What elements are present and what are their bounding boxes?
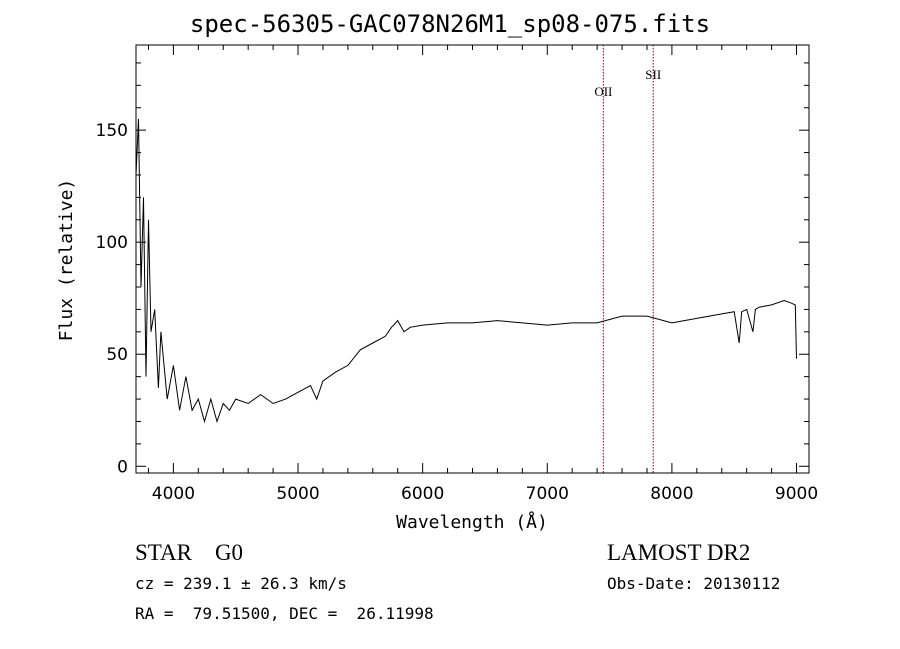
plot-frame xyxy=(135,44,810,474)
x-tick-label: 8000 xyxy=(650,484,693,504)
survey-name: LAMOST DR2 xyxy=(607,540,751,565)
x-tick-label: 4000 xyxy=(152,484,195,504)
y-tick-label: 50 xyxy=(106,345,128,365)
y-axis-label: Flux (relative) xyxy=(56,179,77,342)
emission-line-label: SII xyxy=(645,67,661,82)
x-tick-label: 6000 xyxy=(401,484,444,504)
spectral-class: STAR G0 xyxy=(135,540,244,565)
spectrum-series xyxy=(135,118,797,424)
x-axis-ticks: 4000 5000 6000 7000 8000 9000 xyxy=(147,45,818,504)
sky-coordinates: RA = 79.51500, DEC = 26.11998 xyxy=(135,604,434,623)
x-tick-label: 7000 xyxy=(526,484,569,504)
x-axis-label: Wavelength (Å) xyxy=(396,511,548,533)
x-tick-label: 5000 xyxy=(276,484,319,504)
y-tick-label: 150 xyxy=(96,121,128,141)
emission-line-label: OII xyxy=(594,84,612,99)
y-tick-label: 0 xyxy=(117,457,128,477)
x-tick-label: 9000 xyxy=(775,484,818,504)
chart-title: spec-56305-GAC078N26M1_sp08-075.fits xyxy=(189,10,711,38)
y-axis-ticks: 0 50 100 150 xyxy=(96,62,809,477)
redshift-velocity: cz = 239.1 ± 26.3 km/s xyxy=(135,574,347,593)
observation-date: Obs-Date: 20130112 xyxy=(607,574,781,593)
emission-line-markers: OII SII xyxy=(594,45,661,473)
spectrum-line xyxy=(135,118,797,424)
y-tick-label: 100 xyxy=(96,233,128,253)
